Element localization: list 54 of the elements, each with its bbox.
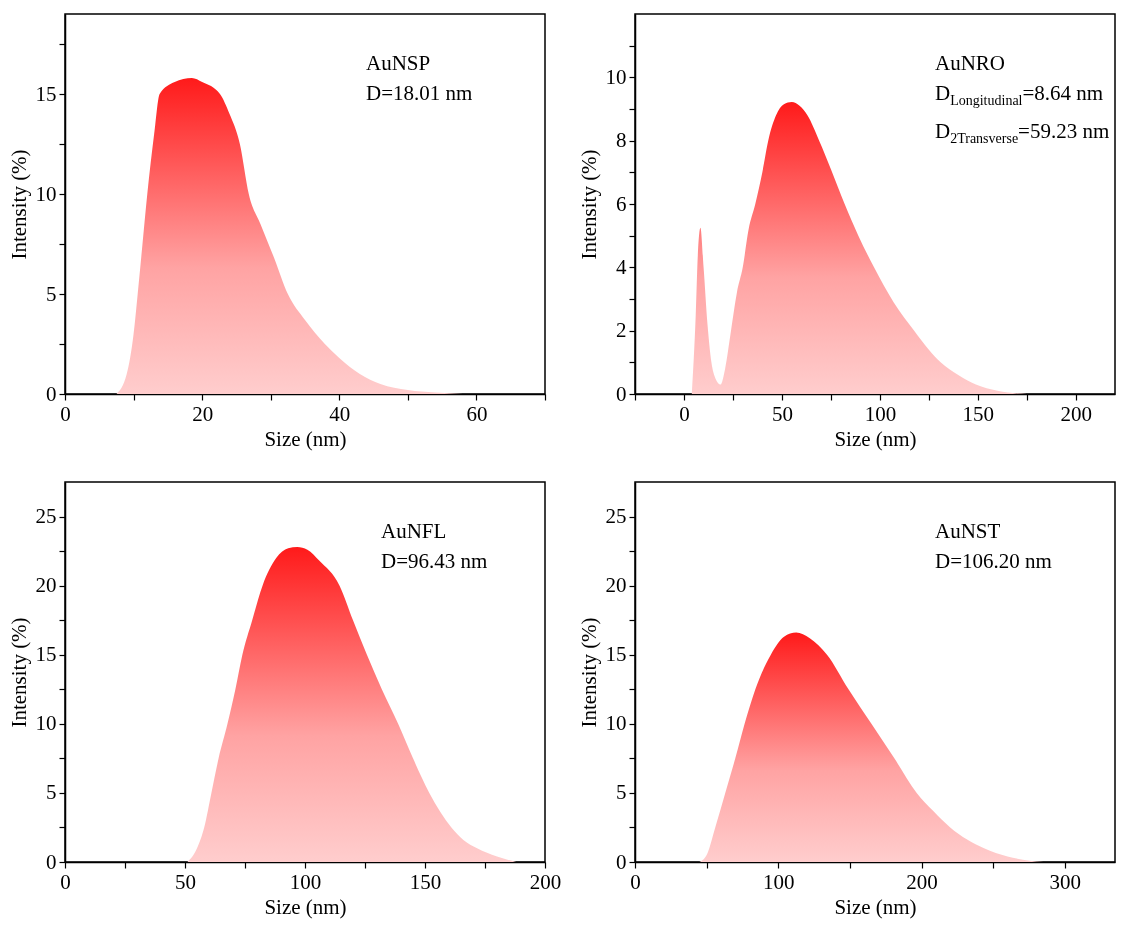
x-tick-label: 200 — [1060, 401, 1093, 426]
y-tick-label: 5 — [616, 780, 627, 805]
y-tick-label: 15 — [35, 642, 57, 667]
x-tick-label: 200 — [906, 869, 938, 894]
y-axis-title: Intensity (%) — [576, 617, 601, 728]
x-tick-label: 100 — [864, 401, 897, 426]
x-tick-label: 0 — [679, 401, 690, 426]
y-tick-label: 10 — [605, 711, 627, 736]
x-tick-label: 100 — [763, 869, 795, 894]
annotation: D$_{Longitudinal}$=8.64 nm — [935, 81, 1104, 109]
y-tick-label: 25 — [35, 504, 57, 529]
y-tick-label: 5 — [46, 780, 57, 805]
annotation: D=96.43 nm — [381, 549, 488, 573]
y-axis-title: Intensity (%) — [6, 617, 31, 728]
y-tick-label: 5 — [46, 281, 57, 306]
y-tick-label: 10 — [605, 64, 627, 89]
x-axis-title: Size (nm) — [264, 426, 347, 451]
x-tick-label: 150 — [962, 401, 995, 426]
y-tick-label: 0 — [46, 849, 57, 874]
y-tick-label: 2 — [616, 318, 627, 343]
annotation: D$_{2Transverse}$=59.23 nm — [935, 119, 1110, 147]
y-tick-label: 6 — [616, 191, 627, 216]
x-tick-label: 150 — [409, 869, 442, 894]
y-tick-label: 0 — [616, 381, 627, 406]
y-tick-label: 10 — [35, 711, 57, 736]
y-tick-label: 20 — [605, 573, 627, 598]
x-tick-label: 50 — [771, 401, 793, 426]
x-axis-title: Size (nm) — [264, 894, 347, 919]
y-tick-label: 20 — [35, 573, 57, 598]
annotation: D=106.20 nm — [935, 549, 1052, 573]
y-axis-title: Intensity (%) — [576, 149, 601, 260]
x-tick-label: 100 — [289, 869, 322, 894]
x-tick-label: 200 — [529, 869, 562, 894]
x-axis-title: Size (nm) — [834, 426, 917, 451]
y-axis-title: Intensity (%) — [6, 149, 31, 260]
x-tick-label: 300 — [1049, 869, 1082, 894]
y-tick-label: 15 — [605, 642, 627, 667]
y-tick-label: 8 — [616, 128, 627, 153]
annotation: AuNSP — [366, 51, 431, 75]
y-tick-label: 4 — [616, 254, 627, 279]
y-tick-label: 0 — [46, 381, 57, 406]
x-tick-label: 60 — [466, 401, 488, 426]
annotation: AuNRO — [935, 51, 1006, 75]
annotation: D=18.01 nm — [366, 81, 473, 105]
annotation: AuNST — [935, 519, 1001, 543]
y-tick-label: 10 — [35, 181, 57, 206]
y-tick-label: 15 — [35, 81, 57, 106]
y-tick-label: 25 — [605, 504, 627, 529]
x-tick-label: 40 — [329, 401, 351, 426]
x-axis-title: Size (nm) — [834, 894, 917, 919]
x-tick-label: 50 — [175, 869, 196, 894]
annotation: AuNFL — [381, 519, 447, 543]
x-tick-label: 20 — [192, 401, 214, 426]
y-tick-label: 0 — [616, 849, 627, 874]
